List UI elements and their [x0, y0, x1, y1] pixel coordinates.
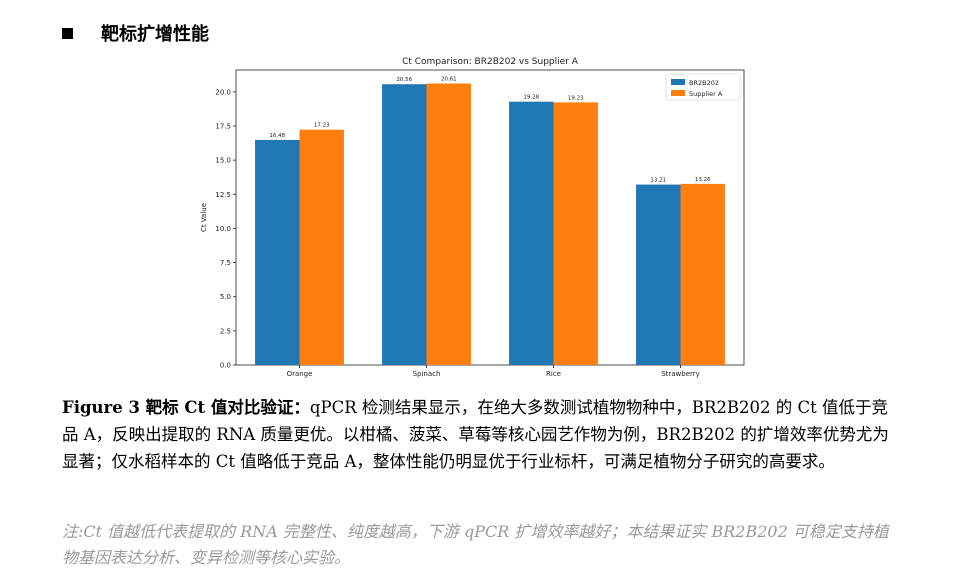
x-tick-label: Rice	[546, 370, 561, 378]
y-tick-label: 7.5	[220, 259, 231, 267]
bar-data-label: 20.61	[441, 77, 457, 83]
ct-comparison-chart: Ct Comparison: BR2B202 vs Supplier A 0.0 2…	[200, 57, 745, 378]
y-tick-label: 12.5	[215, 191, 231, 199]
bar-data-label: 19.28	[523, 95, 539, 101]
y-tick-label: 10.0	[215, 225, 231, 233]
section-title: 靶标扩增性能	[101, 24, 209, 45]
x-tick-label: Strawberry	[661, 370, 700, 378]
x-tick-label: Orange	[287, 370, 313, 378]
bar-data-label: 20.56	[396, 77, 412, 83]
y-axis-label: Ct Value	[200, 203, 208, 232]
y-tick-label: 2.5	[220, 327, 231, 335]
caption-lead: Figure 3 靶标 Ct 值对比验证：	[62, 398, 310, 417]
bar-strawberry-br2b202	[636, 184, 681, 365]
legend-label: BR2B202	[689, 79, 719, 87]
y-tick-label: 5.0	[220, 293, 231, 301]
bar-data-label: 13.21	[650, 178, 666, 184]
legend-swatch	[671, 90, 685, 96]
bar-spinach-br2b202	[382, 84, 427, 365]
chart-title: Ct Comparison: BR2B202 vs Supplier A	[402, 57, 579, 67]
x-tick-label: Spinach	[413, 370, 441, 378]
bar-data-label: 19.23	[568, 95, 584, 101]
legend-swatch	[671, 79, 685, 85]
bar-strawberry-supplier-a	[680, 183, 725, 365]
legend-label: Supplier A	[689, 90, 723, 98]
plot-frame	[235, 69, 745, 366]
bar-data-label: 13.26	[695, 177, 711, 183]
bar-spinach-supplier-a	[426, 83, 471, 365]
bar-rice-br2b202	[509, 101, 554, 365]
caption-body: qPCR 检测结果显示，在绝大多数测试植物物种中，BR2B202 的 Ct 值低…	[62, 398, 889, 471]
y-tick-label: 0.0	[220, 362, 231, 370]
bar-data-label: 16.48	[269, 133, 285, 139]
figure-note: 注:Ct 值越低代表提取的 RNA 完整性、纯度越高，下游 qPCR 扩增效率越…	[62, 522, 889, 567]
y-tick-label: 20.0	[215, 88, 231, 96]
bar-rice-supplier-a	[553, 102, 598, 366]
y-tick-label: 15.0	[215, 157, 231, 165]
bar-orange-supplier-a	[299, 129, 344, 365]
y-tick-label: 17.5	[215, 122, 231, 130]
square-bullet-icon	[62, 27, 73, 39]
bar-orange-br2b202	[255, 139, 300, 365]
figure-caption: Figure 3 靶标 Ct 值对比验证：qPCR 检测结果显示，在绝大多数测试…	[62, 394, 902, 475]
bar-data-label: 17.23	[314, 123, 330, 129]
section-heading: 靶标扩增性能	[62, 20, 209, 46]
